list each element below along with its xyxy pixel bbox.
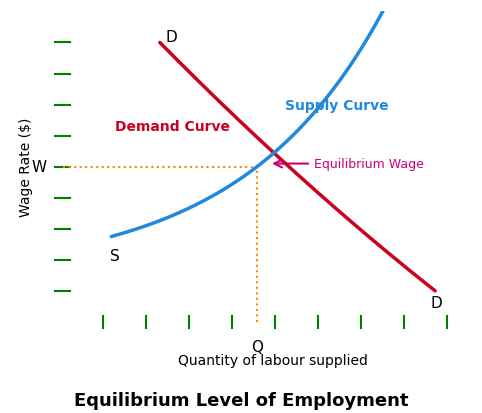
Text: S: S [384,0,394,2]
Text: D: D [165,30,177,45]
Text: W: W [31,160,46,175]
Text: Equilibrium Level of Employment: Equilibrium Level of Employment [74,391,408,409]
Text: D: D [430,295,442,310]
Text: Wage Rate ($): Wage Rate ($) [19,118,33,217]
Text: S: S [110,248,120,263]
Text: Equilibrium Wage: Equilibrium Wage [274,158,424,171]
Text: Supply Curve: Supply Curve [285,98,389,112]
Text: Quantity of labour supplied: Quantity of labour supplied [178,353,368,367]
Text: Demand Curve: Demand Curve [115,120,230,134]
Text: Q: Q [251,339,263,354]
